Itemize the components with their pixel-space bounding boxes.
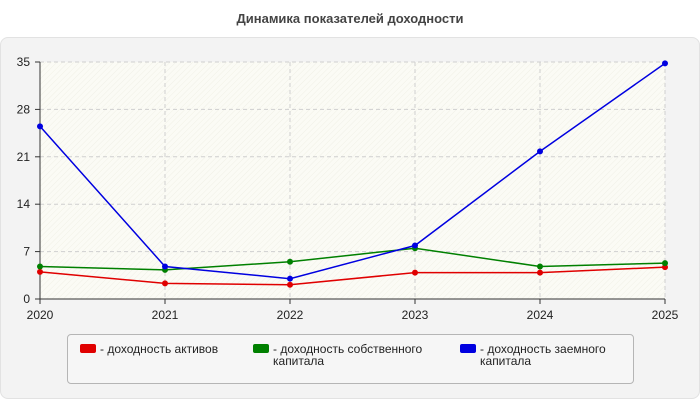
series-layer [37,60,668,288]
legend-label: - доходность активов [100,342,219,356]
data-point [412,269,418,276]
data-point [662,260,668,267]
data-point [537,263,543,270]
x-tick-label: 2020 [27,308,54,322]
tick-labels: 0 7 14 21 28 35 2020 2021 2022 2023 2024 2025 [17,55,679,322]
legend-swatch-red [80,344,96,353]
legend-label: - доходность собственного капитала [273,342,423,368]
x-tick-label: 2022 [277,308,304,322]
legend-label: - доходность заемного капитала [480,342,606,368]
x-tick-label: 2024 [527,308,554,322]
legend-swatch-green [253,344,269,353]
legend: - доходность активов - доходность собств… [67,334,634,384]
series-line [39,247,666,271]
y-tick-label: 0 [23,292,30,306]
chart-title: Динамика показателей доходности [236,11,464,26]
data-point [287,258,293,265]
x-tick-label: 2023 [402,308,429,322]
data-point [37,263,43,270]
data-point [537,148,543,155]
data-point [662,60,668,67]
data-point [162,280,168,287]
x-tick-label: 2025 [652,308,679,322]
data-point [537,269,543,276]
data-point [287,275,293,282]
legend-swatch-blue [460,344,476,353]
y-tick-label: 28 [17,102,31,116]
plot-area [40,62,665,299]
y-tick-label: 7 [23,245,30,259]
y-tick-label: 14 [17,197,31,211]
x-tick-label: 2021 [152,308,179,322]
data-point [412,242,418,249]
data-point [37,268,43,275]
y-tick-label: 21 [17,150,31,164]
y-tick-label: 35 [17,55,31,69]
data-point [37,123,43,130]
data-point [287,281,293,288]
axes [35,61,666,304]
series-line [39,62,666,280]
data-point [162,263,168,270]
series-line [39,266,666,286]
